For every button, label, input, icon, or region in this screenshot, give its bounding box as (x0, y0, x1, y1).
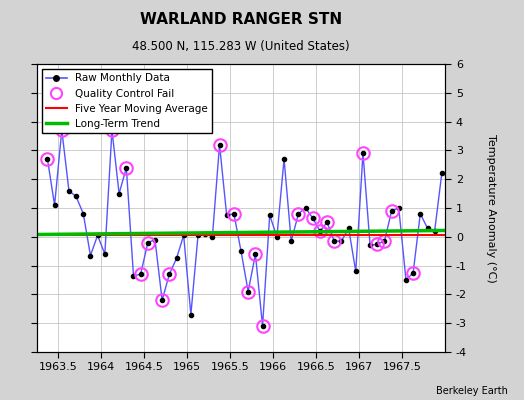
Legend: Raw Monthly Data, Quality Control Fail, Five Year Moving Average, Long-Term Tren: Raw Monthly Data, Quality Control Fail, … (42, 69, 212, 133)
Y-axis label: Temperature Anomaly (°C): Temperature Anomaly (°C) (486, 134, 496, 282)
Text: WARLAND RANGER STN: WARLAND RANGER STN (140, 12, 342, 27)
Text: Berkeley Earth: Berkeley Earth (436, 386, 508, 396)
Text: 48.500 N, 115.283 W (United States): 48.500 N, 115.283 W (United States) (132, 40, 350, 53)
